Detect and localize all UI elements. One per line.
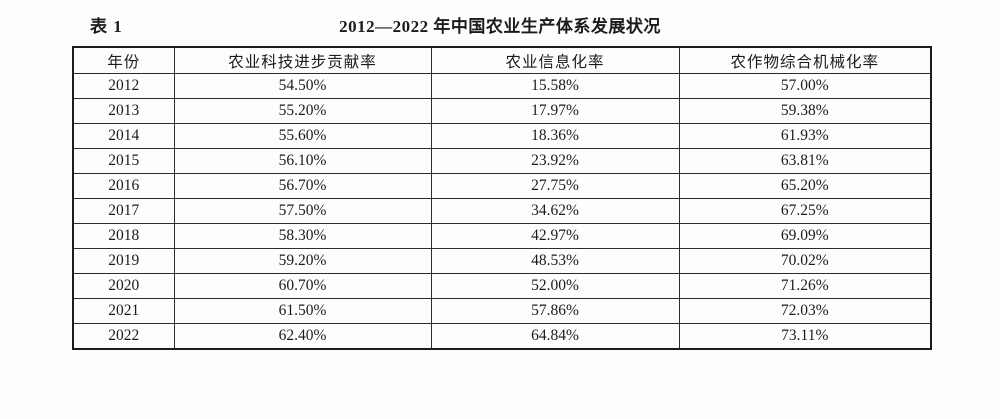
value-cell: 57.50% xyxy=(173,198,432,224)
value-cell: 34.62% xyxy=(430,198,680,224)
value-cell: 72.03% xyxy=(678,298,932,324)
year-cell: 2019 xyxy=(72,248,175,274)
column-header-tech-contribution: 农业科技进步贡献率 xyxy=(173,46,432,74)
table-row: 2015 56.10% 23.92% 63.81% xyxy=(72,148,932,174)
column-header-year: 年份 xyxy=(72,46,175,74)
value-cell: 61.93% xyxy=(678,123,932,149)
value-cell: 58.30% xyxy=(173,223,432,249)
value-cell: 63.81% xyxy=(678,148,932,174)
table-row: 2017 57.50% 34.62% 67.25% xyxy=(72,198,932,224)
table-row: 2012 54.50% 15.58% 57.00% xyxy=(72,73,932,99)
table-row: 2018 58.30% 42.97% 69.09% xyxy=(72,223,932,249)
table-row: 2019 59.20% 48.53% 70.02% xyxy=(72,248,932,274)
agriculture-development-table: 年份 农业科技进步贡献率 农业信息化率 农作物综合机械化率 2012 54.50… xyxy=(72,46,932,350)
value-cell: 55.20% xyxy=(173,98,432,124)
value-cell: 65.20% xyxy=(678,173,932,199)
value-cell: 27.75% xyxy=(430,173,680,199)
value-cell: 60.70% xyxy=(173,273,432,299)
year-cell: 2014 xyxy=(72,123,175,149)
value-cell: 71.26% xyxy=(678,273,932,299)
value-cell: 54.50% xyxy=(173,73,432,99)
year-cell: 2013 xyxy=(72,98,175,124)
value-cell: 62.40% xyxy=(173,323,432,350)
value-cell: 17.97% xyxy=(430,98,680,124)
value-cell: 18.36% xyxy=(430,123,680,149)
value-cell: 73.11% xyxy=(678,323,932,350)
value-cell: 48.53% xyxy=(430,248,680,274)
value-cell: 57.00% xyxy=(678,73,932,99)
value-cell: 69.09% xyxy=(678,223,932,249)
year-cell: 2021 xyxy=(72,298,175,324)
value-cell: 15.58% xyxy=(430,73,680,99)
value-cell: 64.84% xyxy=(430,323,680,350)
value-cell: 52.00% xyxy=(430,273,680,299)
year-cell: 2017 xyxy=(72,198,175,224)
value-cell: 23.92% xyxy=(430,148,680,174)
year-cell: 2020 xyxy=(72,273,175,299)
value-cell: 59.38% xyxy=(678,98,932,124)
value-cell: 57.86% xyxy=(430,298,680,324)
year-cell: 2015 xyxy=(72,148,175,174)
table-header-row: 年份 农业科技进步贡献率 农业信息化率 农作物综合机械化率 xyxy=(72,46,932,74)
column-header-informatization: 农业信息化率 xyxy=(430,46,680,74)
value-cell: 59.20% xyxy=(173,248,432,274)
table-number-label: 表 1 xyxy=(90,17,123,36)
value-cell: 56.70% xyxy=(173,173,432,199)
data-source-note: 数据来源:中国人民共和国农业农村部,http://zdscxx.moa.gov.… xyxy=(8,354,994,419)
table-row: 2016 56.70% 27.75% 65.20% xyxy=(72,173,932,199)
year-cell: 2016 xyxy=(72,173,175,199)
table-title: 2012—2022 年中国农业生产体系发展状况 xyxy=(339,17,661,36)
value-cell: 56.10% xyxy=(173,148,432,174)
value-cell: 42.97% xyxy=(430,223,680,249)
table-row: 2021 61.50% 57.86% 72.03% xyxy=(72,298,932,324)
value-cell: 61.50% xyxy=(173,298,432,324)
year-cell: 2022 xyxy=(72,323,175,350)
year-cell: 2018 xyxy=(72,223,175,249)
table-row: 2020 60.70% 52.00% 71.26% xyxy=(72,273,932,299)
table-row: 2022 62.40% 64.84% 73.11% xyxy=(72,323,932,350)
table-row: 2013 55.20% 17.97% 59.38% xyxy=(72,98,932,124)
table-caption: 表 1 2012—2022 年中国农业生产体系发展状况 xyxy=(0,10,1000,36)
column-header-mechanization: 农作物综合机械化率 xyxy=(678,46,932,74)
value-cell: 67.25% xyxy=(678,198,932,224)
table-row: 2014 55.60% 18.36% 61.93% xyxy=(72,123,932,149)
value-cell: 55.60% xyxy=(173,123,432,149)
value-cell: 70.02% xyxy=(678,248,932,274)
year-cell: 2012 xyxy=(72,73,175,99)
